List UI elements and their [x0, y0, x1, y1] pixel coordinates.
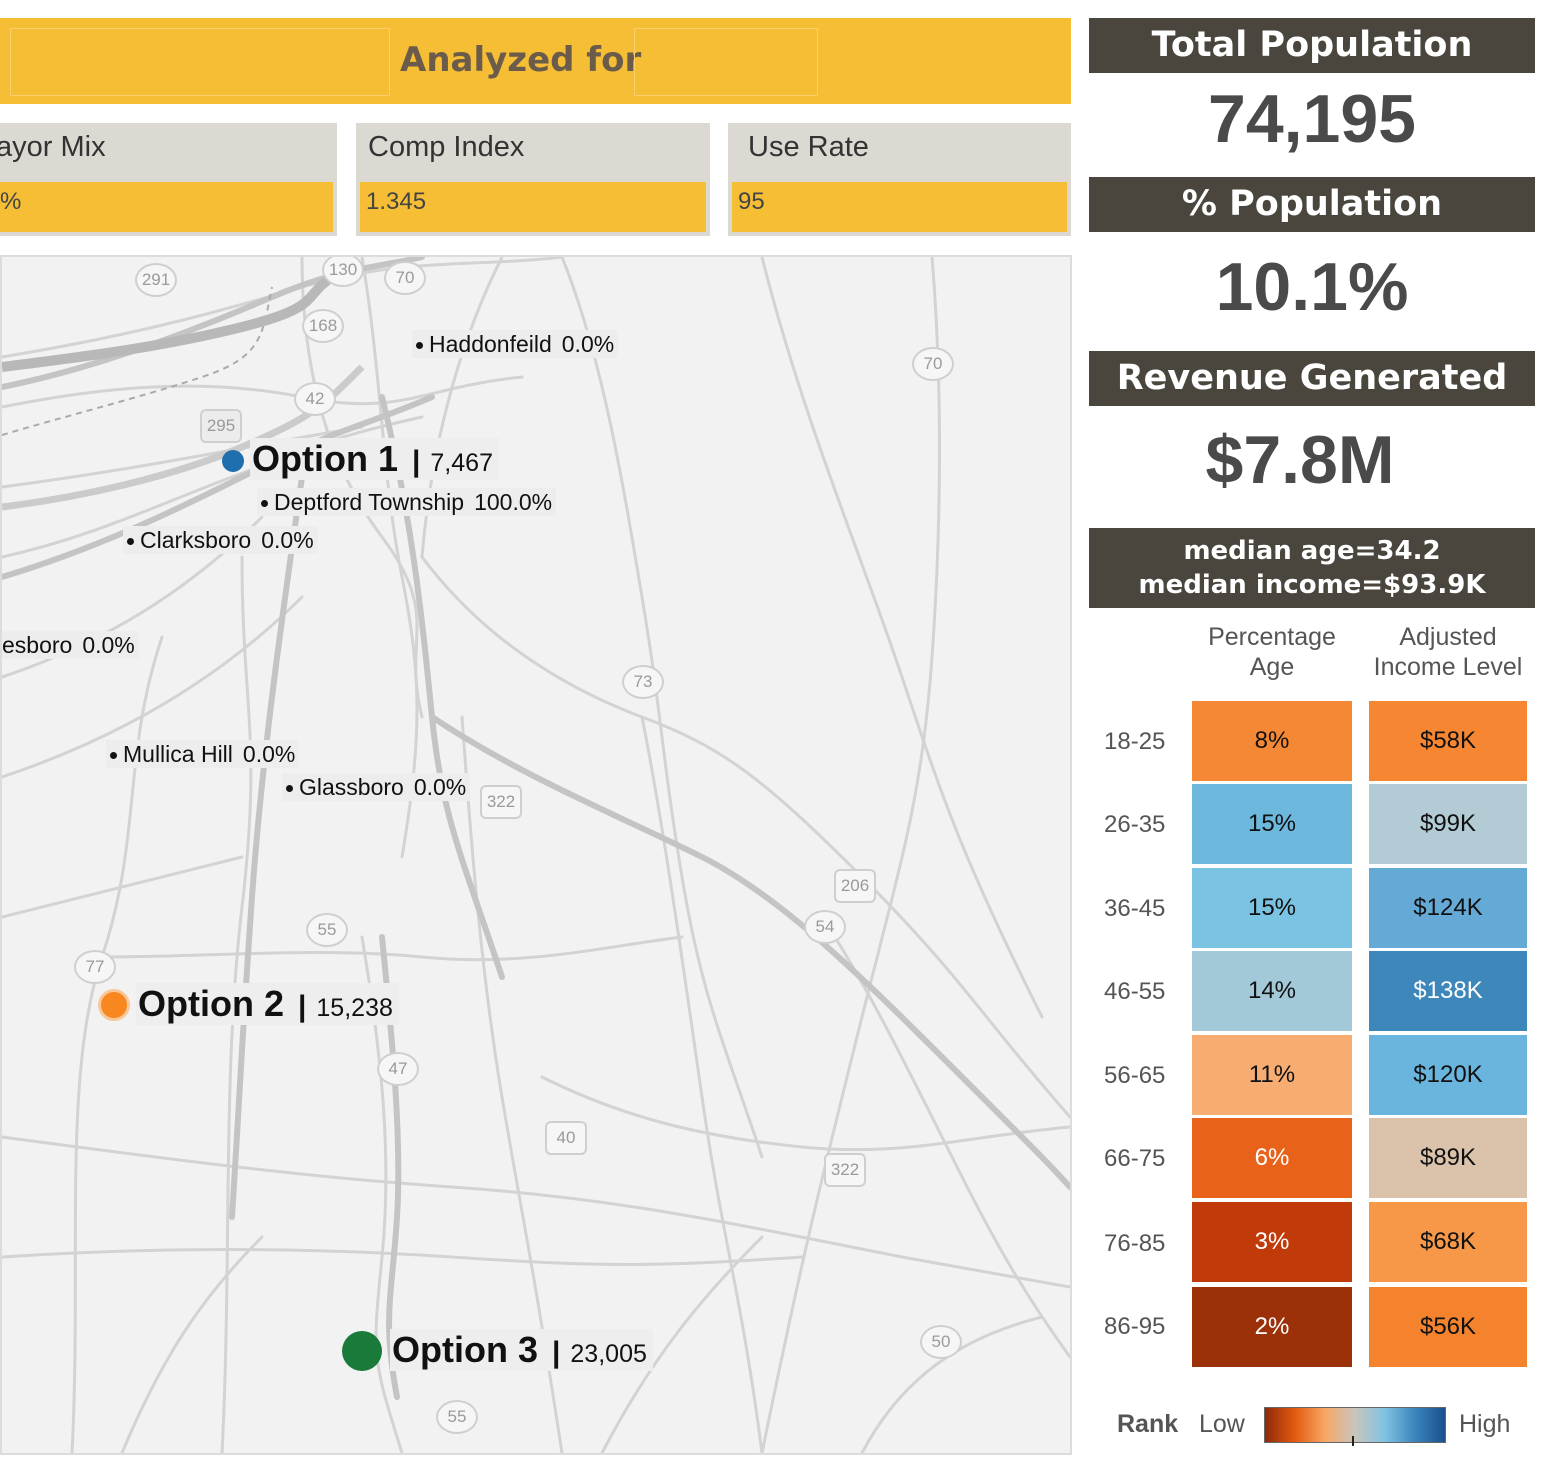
route-50-shield: 50 [920, 1325, 962, 1359]
map-place-clarksboro[interactable]: Clarksboro 0.0% [123, 526, 318, 554]
income-cell-76-85: $68K [1369, 1202, 1527, 1282]
option-1-name: Option 1 [252, 438, 398, 479]
place-marker [286, 785, 293, 793]
route-130-shield: 130 [322, 257, 364, 287]
route-322-east-shield: 322 [824, 1153, 866, 1187]
payor-mix-value-box: % [0, 182, 333, 232]
income-cell-18-25: $58K [1369, 701, 1527, 781]
pct-cell-26-35: 15% [1192, 784, 1352, 864]
use-rate-label: Use Rate [748, 131, 869, 163]
age-label-36-45: 36-45 [1104, 895, 1166, 922]
comp-index-value-box: 1.345 [360, 182, 706, 232]
option-3-count: 23,005 [570, 1340, 647, 1368]
revenue-generated-header: Revenue Generated [1089, 351, 1535, 406]
median-income: median income=$93.9K [1138, 570, 1486, 600]
comp-index-card: Comp Index 1.345 [356, 123, 710, 236]
route-206-shield: 206 [834, 869, 876, 903]
route-77-shield: 77 [74, 950, 116, 984]
legend-low-label: Low [1199, 1410, 1245, 1438]
use-rate-value: 95 [738, 188, 765, 215]
pct-cell-76-85: 3% [1192, 1202, 1352, 1282]
route-322-shield: 322 [480, 785, 522, 819]
route-73-shield: 73 [622, 665, 664, 699]
payor-mix-card: ayor Mix % [0, 123, 337, 236]
percentage-age-header: Percentage Age [1208, 623, 1336, 681]
age-label-18-25: 18-25 [1104, 728, 1166, 755]
pct-cell-86-95: 2% [1192, 1287, 1352, 1367]
income-cell-26-35: $99K [1369, 784, 1527, 864]
map-place-deptford-township[interactable]: Deptford Township 100.0% [257, 488, 557, 516]
median-age: median age=34.2 [1183, 536, 1441, 566]
rank-scale-marker [1352, 1436, 1354, 1446]
route-70-shield: 70 [384, 261, 426, 295]
income-cell-56-65: $120K [1369, 1035, 1527, 1115]
age-label-86-95: 86-95 [1104, 1313, 1166, 1340]
route-40-shield: 40 [545, 1121, 587, 1155]
option-2-count: 15,238 [316, 994, 393, 1022]
option-3-marker [342, 1331, 382, 1371]
pct-cell-66-75: 6% [1192, 1118, 1352, 1198]
median-summary: median age=34.2 median income=$93.9K [1089, 528, 1535, 608]
age-label-76-85: 76-85 [1104, 1230, 1166, 1257]
comp-index-value: 1.345 [366, 188, 427, 215]
banner-field-left [10, 28, 390, 96]
use-rate-value-box: 95 [732, 182, 1067, 232]
road-network [2, 257, 1070, 1453]
map-place-mullica-hill[interactable]: Mullica Hill 0.0% [106, 740, 300, 768]
income-cell-36-45: $124K [1369, 868, 1527, 948]
income-level-header: Adjusted Income Level [1373, 623, 1523, 681]
option-1-count: 7,467 [430, 449, 493, 477]
place-marker [416, 342, 423, 350]
total-population-value: 74,195 [1208, 81, 1416, 157]
age-label-26-35: 26-35 [1104, 811, 1166, 838]
pct-cell-56-65: 11% [1192, 1035, 1352, 1115]
place-marker [110, 752, 117, 760]
route-54-shield: 54 [804, 910, 846, 944]
income-cell-46-55: $138K [1369, 951, 1527, 1031]
map-view[interactable]: 291 130 70 168 42 295 70 73 322 206 54 5… [0, 255, 1072, 1455]
route-55-shield: 55 [306, 913, 348, 947]
option-3-name: Option 3 [392, 1329, 538, 1370]
legend-high-label: High [1459, 1410, 1511, 1438]
analysis-banner: Analyzed for [0, 18, 1071, 104]
use-rate-card: Use Rate 95 [728, 123, 1071, 236]
route-42-shield: 42 [294, 382, 336, 416]
income-cell-86-95: $56K [1369, 1287, 1527, 1367]
income-cell-66-75: $89K [1369, 1118, 1527, 1198]
map-option-1[interactable]: Option 1 | 7,467 [222, 438, 499, 480]
map-place-esboro[interactable]: esboro 0.0% [2, 631, 139, 659]
map-option-3[interactable]: Option 3 | 23,005 [342, 1329, 653, 1371]
age-label-46-55: 46-55 [1104, 978, 1166, 1005]
age-label-56-65: 56-65 [1104, 1062, 1166, 1089]
map-place-haddonfeild[interactable]: Haddonfeild 0.0% [412, 330, 619, 358]
route-291-shield: 291 [135, 263, 177, 297]
option-2-name: Option 2 [138, 983, 284, 1024]
banner-field-right [634, 28, 818, 96]
population-captured-value: 10.1% [1215, 249, 1409, 325]
option-2-marker [98, 989, 130, 1021]
map-option-2[interactable]: Option 2 | 15,238 [98, 983, 399, 1025]
place-marker [127, 538, 134, 546]
rank-color-scale [1264, 1407, 1446, 1443]
age-label-66-75: 66-75 [1104, 1145, 1166, 1172]
route-55-south-shield: 55 [436, 1400, 478, 1434]
interstate-295-shield: 295 [200, 409, 242, 443]
comp-index-label: Comp Index [368, 131, 525, 163]
pct-cell-36-45: 15% [1192, 868, 1352, 948]
payor-mix-label: ayor Mix [0, 131, 106, 163]
revenue-generated-value: $7.8M [1205, 422, 1395, 498]
population-captured-header: % Population Captured [1089, 177, 1535, 279]
route-47-shield: 47 [377, 1052, 419, 1086]
payor-mix-value: % [0, 188, 22, 215]
legend-rank-label: Rank [1117, 1410, 1179, 1438]
route-168-shield: 168 [302, 309, 344, 343]
total-population-header: Total Population [1089, 18, 1535, 73]
pct-cell-18-25: 8% [1192, 701, 1352, 781]
banner-title: Analyzed for [400, 40, 642, 80]
place-marker [261, 500, 268, 508]
map-place-glassboro[interactable]: Glassboro 0.0% [282, 773, 471, 801]
option-1-marker [222, 450, 244, 472]
pct-cell-46-55: 14% [1192, 951, 1352, 1031]
route-70-east-shield: 70 [912, 347, 954, 381]
